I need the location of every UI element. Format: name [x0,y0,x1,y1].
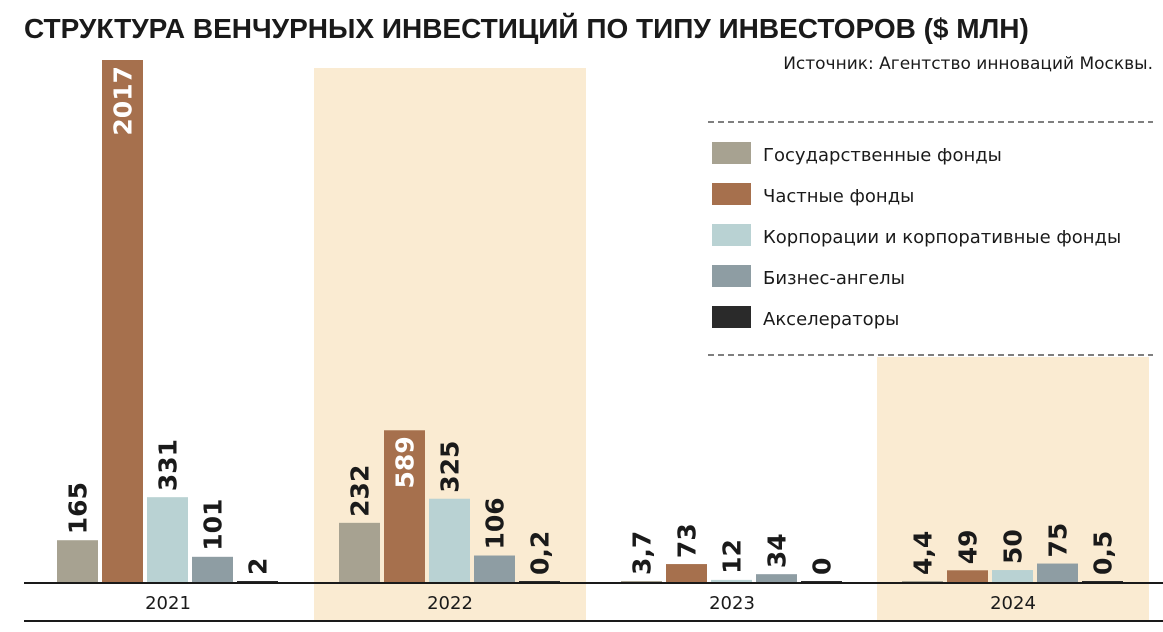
legend-swatch-4 [712,265,751,287]
value-label-2023-series-1: 3,7 [628,531,657,575]
value-label-2022-series-1: 232 [346,465,375,517]
bar-2022-series-1 [339,522,380,583]
bar-2022-series-3 [429,498,470,583]
bar-2023-series-3 [711,579,752,583]
legend-label-2: Частные фонды [763,186,914,207]
x-tick-label-2024: 2024 [990,593,1036,614]
value-label-2022-series-2: 589 [391,436,420,488]
value-label-2023-series-3: 12 [718,539,747,574]
value-label-2024-series-4: 75 [1044,523,1073,558]
legend-label-3: Корпорации и корпоративные фонды [763,227,1121,248]
bar-2024-series-4 [1037,563,1078,583]
x-tick-label-2023: 2023 [709,593,755,614]
legend-label-1: Государственные фонды [763,145,1002,166]
bars: 165 2017 331 101 2 232 589 325 106 0,2 3,7 73 12 34 0 4… [57,60,1123,583]
value-label-2023-series-5: 0 [808,558,837,575]
legend-label-4: Бизнес-ангелы [763,268,905,289]
value-label-2024-series-1: 4,4 [909,531,938,575]
bar-2023-series-2 [666,564,707,583]
x-axis-labels: 2021 2022 2023 2024 [145,593,1036,614]
value-label-2021-series-2: 2017 [109,66,138,136]
value-label-2024-series-3: 50 [999,529,1028,564]
value-label-2022-series-3: 325 [436,441,465,493]
legend-swatch-5 [712,306,751,328]
value-label-2021-series-3: 331 [154,439,183,491]
legend-swatch-3 [712,224,751,246]
value-label-2024-series-5: 0,5 [1089,531,1118,575]
bar-2021-series-2 [102,60,143,583]
chart-title: СТРУКТУРА ВЕНЧУРНЫХ ИНВЕСТИЦИЙ ПО ТИПУ И… [24,12,1029,44]
bar-2021-series-1 [57,540,98,583]
bar-2021-series-3 [147,497,188,583]
bar-2024-series-3 [992,570,1033,583]
value-label-2024-series-2: 49 [954,529,983,564]
value-label-2023-series-2: 73 [673,523,702,558]
value-label-2021-series-4: 101 [199,499,228,551]
legend-swatch-2 [712,183,751,205]
legend: Государственные фонды Частные фонды Корпор… [712,142,1121,330]
legend-label-5: Акселераторы [763,309,899,330]
x-tick-label-2021: 2021 [145,593,191,614]
legend-swatch-1 [712,142,751,164]
value-label-2022-series-5: 0,2 [526,531,555,575]
chart-source: Источник: Агентство инноваций Москвы. [783,54,1153,74]
bar-2023-series-4 [756,574,797,583]
bar-2021-series-4 [192,556,233,583]
bar-2022-series-2 [384,430,425,583]
x-tick-label-2022: 2022 [427,593,473,614]
value-label-2022-series-4: 106 [481,497,510,549]
value-label-2023-series-4: 34 [763,533,792,568]
value-label-2021-series-5: 2 [244,558,273,575]
bar-2024-series-2 [947,570,988,583]
value-label-2021-series-1: 165 [64,482,93,534]
bar-2022-series-4 [474,555,515,583]
